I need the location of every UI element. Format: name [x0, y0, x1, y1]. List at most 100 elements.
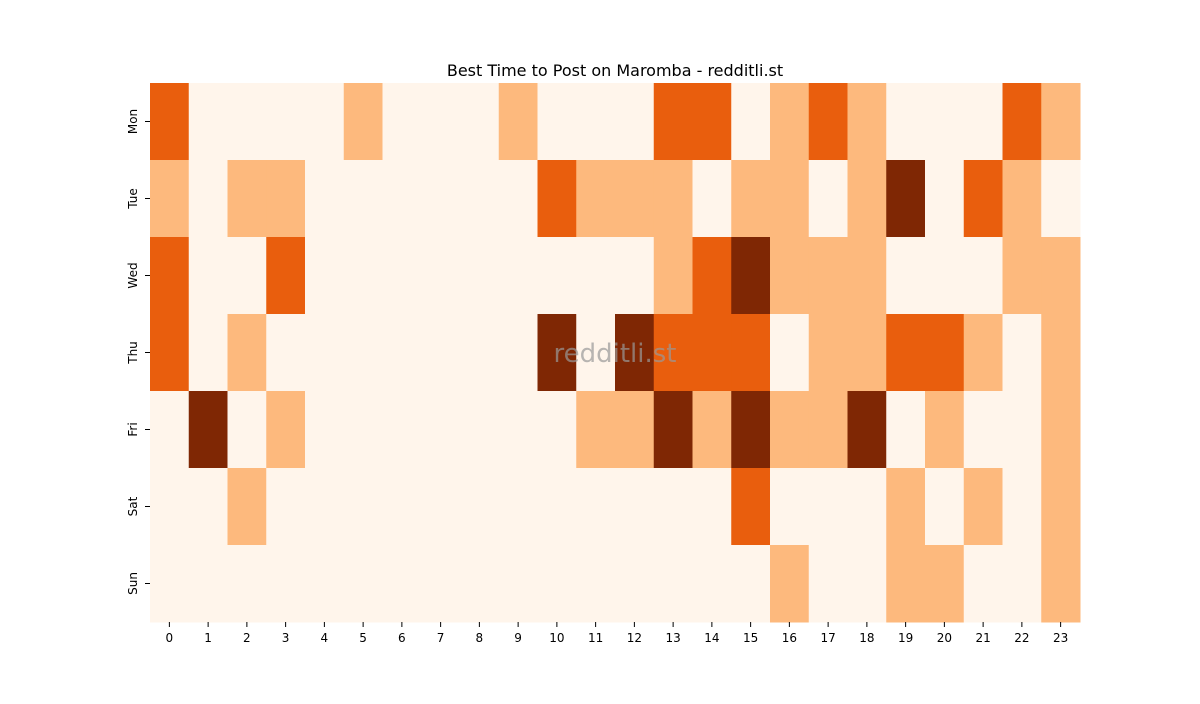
heatmap-cell [925, 83, 965, 161]
heatmap-cell [925, 391, 965, 469]
heatmap-cell [537, 237, 577, 315]
heatmap-cell [1041, 237, 1081, 315]
heatmap-cell [770, 391, 810, 469]
heatmap-cell [537, 314, 577, 392]
heatmap-cell [227, 468, 267, 546]
heatmap-cell [498, 391, 538, 469]
heatmap-cell [305, 314, 345, 392]
heatmap-cell [343, 83, 383, 161]
heatmap-cell [1002, 160, 1042, 238]
heatmap-cell [615, 391, 655, 469]
heatmap-cell [692, 160, 732, 238]
heatmap-cell [150, 160, 190, 238]
heatmap-cell [150, 468, 190, 546]
x-tick-label: 18 [859, 631, 874, 645]
heatmap-cell [770, 468, 810, 546]
heatmap-cell [653, 237, 693, 315]
heatmap-cell [498, 314, 538, 392]
heatmap-cells [150, 83, 1081, 623]
heatmap-cell [653, 314, 693, 392]
heatmap-cell [421, 391, 461, 469]
heatmap-cell [305, 237, 345, 315]
heatmap-cell [266, 314, 306, 392]
x-tick-label: 21 [975, 631, 990, 645]
x-tick-label: 11 [588, 631, 603, 645]
heatmap-cell [886, 160, 926, 238]
heatmap-cell [886, 314, 926, 392]
heatmap-cell [537, 468, 577, 546]
heatmap-cell [150, 237, 190, 315]
heatmap-cell [615, 545, 655, 623]
heatmap-cell [847, 237, 887, 315]
heatmap-cell [1041, 314, 1081, 392]
heatmap-cell [1041, 83, 1081, 161]
heatmap-cell [382, 468, 422, 546]
heatmap-cell [615, 160, 655, 238]
y-tick-label: Wed [126, 262, 140, 288]
heatmap-cell [498, 468, 538, 546]
heatmap-cell [653, 468, 693, 546]
heatmap-cell [227, 83, 267, 161]
heatmap-cell [963, 237, 1003, 315]
heatmap-cell [498, 545, 538, 623]
heatmap-cell [343, 391, 383, 469]
heatmap-cell [460, 545, 500, 623]
x-tick-label: 12 [627, 631, 642, 645]
heatmap-cell [1041, 391, 1081, 469]
heatmap-cell [382, 545, 422, 623]
x-tick-label: 7 [437, 631, 445, 645]
heatmap-cell [266, 83, 306, 161]
heatmap-cell [925, 314, 965, 392]
y-tick-label: Fri [126, 422, 140, 436]
heatmap-cell [498, 237, 538, 315]
heatmap-cell [731, 160, 771, 238]
heatmap-cell [421, 237, 461, 315]
heatmap-cell [1002, 391, 1042, 469]
heatmap-cell [731, 83, 771, 161]
heatmap-cell [615, 468, 655, 546]
heatmap-cell [770, 160, 810, 238]
heatmap-cell [460, 83, 500, 161]
chart-title: Best Time to Post on Maromba - redditli.… [447, 61, 783, 80]
heatmap-cell [653, 83, 693, 161]
heatmap-cell [808, 160, 848, 238]
heatmap-cell [963, 160, 1003, 238]
heatmap-cell [188, 314, 228, 392]
heatmap-cell [1002, 545, 1042, 623]
heatmap-cell [886, 391, 926, 469]
heatmap-cell [1041, 468, 1081, 546]
heatmap-cell [343, 314, 383, 392]
heatmap-cell [305, 391, 345, 469]
heatmap-cell [925, 468, 965, 546]
x-tick-label: 9 [514, 631, 522, 645]
heatmap-cell [615, 237, 655, 315]
x-tick-label: 3 [282, 631, 290, 645]
x-tick-label: 5 [359, 631, 367, 645]
heatmap-cell [537, 160, 577, 238]
heatmap-cell [227, 391, 267, 469]
heatmap-cell [188, 237, 228, 315]
heatmap-cell [963, 545, 1003, 623]
heatmap-cell [692, 83, 732, 161]
heatmap-cell [150, 314, 190, 392]
heatmap-cell [1002, 83, 1042, 161]
heatmap-cell [615, 314, 655, 392]
x-tick-label: 13 [665, 631, 680, 645]
heatmap-cell [305, 83, 345, 161]
heatmap-cell [731, 314, 771, 392]
heatmap-cell [266, 160, 306, 238]
y-tick-label: Thu [126, 341, 140, 365]
heatmap-cell [460, 391, 500, 469]
x-tick-label: 14 [704, 631, 719, 645]
heatmap-cell [692, 314, 732, 392]
heatmap-cell [150, 545, 190, 623]
heatmap-cell [382, 237, 422, 315]
x-tick-label: 23 [1053, 631, 1068, 645]
heatmap-cell [1002, 314, 1042, 392]
heatmap-cell [227, 160, 267, 238]
heatmap-cell [576, 545, 616, 623]
heatmap-cell [382, 314, 422, 392]
x-tick-label: 19 [898, 631, 913, 645]
heatmap-cell [460, 160, 500, 238]
heatmap-cell [421, 314, 461, 392]
